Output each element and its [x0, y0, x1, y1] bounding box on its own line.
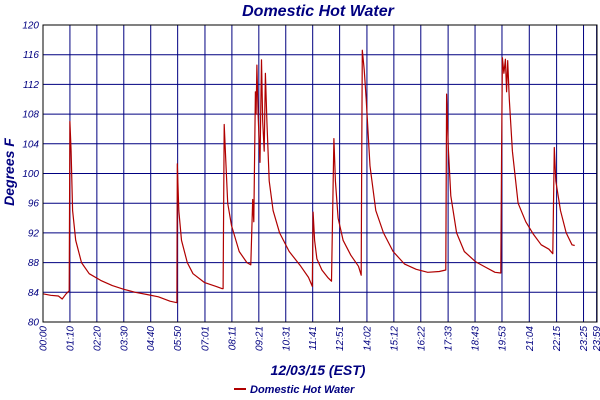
x-tick-label: 11:41	[308, 326, 319, 350]
x-tick-label: 04:40	[146, 326, 157, 351]
x-tick-label: 08:11	[227, 326, 238, 350]
x-tick-label: 10:31	[281, 326, 292, 351]
x-tick-label: 17:33	[444, 326, 455, 351]
y-tick-label: 116	[23, 50, 39, 61]
x-tick-label: 12:51	[335, 326, 346, 351]
x-tick-labels: 00:00 01:10 02:20 03:30 04:40 05:50 07:01 08:11…	[39, 326, 600, 352]
x-tick-label: 05:50	[173, 326, 184, 351]
x-tick-label: 07:01	[200, 326, 211, 351]
y-tick-label: 100	[22, 169, 39, 180]
x-tick-label: 23:59	[592, 326, 600, 352]
y-tick-label: 92	[28, 228, 40, 239]
x-tick-label: 19:53	[497, 326, 508, 351]
y-tick-label: 84	[28, 288, 40, 299]
x-tick-label: 14:02	[362, 326, 373, 351]
x-tick-label: 15:12	[389, 326, 400, 351]
y-tick-label: 108	[22, 110, 39, 121]
x-tick-label: 18:43	[471, 326, 482, 351]
x-tick-label: 23:25	[579, 326, 590, 352]
legend: Domestic Hot Water	[234, 384, 355, 396]
x-tick-label: 03:30	[119, 326, 130, 351]
y-tick-labels: 80 84 88 92 96 100 104 108 112 116 120	[22, 21, 39, 329]
y-tick-label: 80	[28, 318, 40, 329]
x-tick-label: 09:21	[254, 326, 265, 351]
x-tick-label: 21:04	[525, 326, 536, 352]
x-tick-label: 22:15	[552, 326, 563, 352]
x-tick-label: 00:00	[39, 326, 50, 351]
y-tick-label: 104	[22, 139, 39, 150]
x-tick-label: 02:20	[92, 326, 103, 351]
chart-title: Domestic Hot Water	[242, 3, 395, 20]
y-tick-label: 112	[23, 80, 39, 91]
legend-label: Domestic Hot Water	[250, 384, 355, 396]
x-axis-title: 12/03/15 (EST)	[271, 362, 366, 378]
y-tick-label: 88	[28, 258, 40, 269]
series-line	[42, 49, 575, 304]
y-tick-label: 96	[28, 199, 40, 210]
grid	[42, 24, 598, 323]
series-layer	[42, 49, 575, 304]
x-tick-label: 16:22	[416, 326, 427, 351]
y-axis-title: Degrees F	[1, 138, 17, 206]
plot-border	[42, 24, 598, 323]
x-tick-label: 01:10	[65, 326, 76, 351]
y-tick-label: 120	[22, 21, 39, 32]
